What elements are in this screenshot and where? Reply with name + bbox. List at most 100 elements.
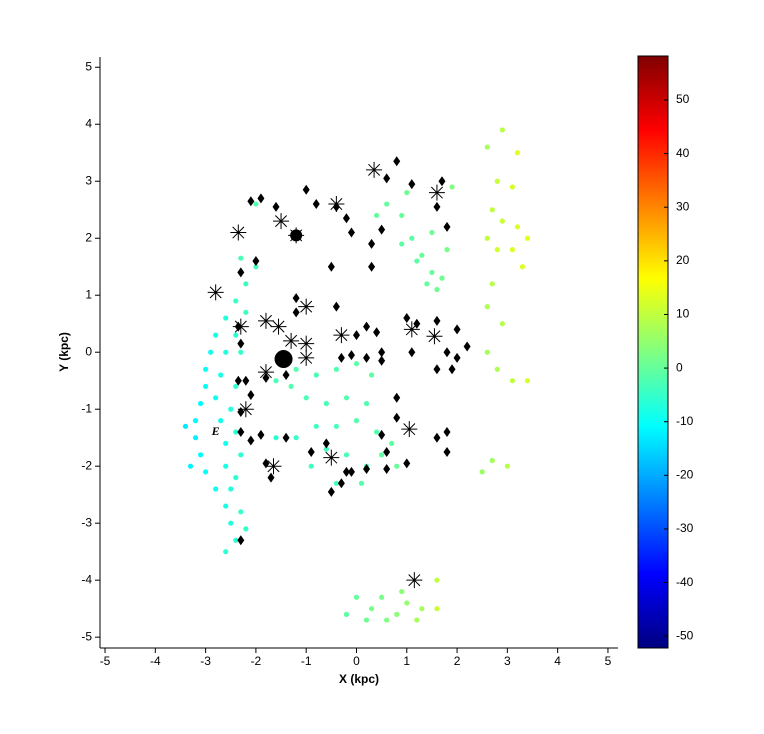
particle — [233, 537, 239, 543]
y-tick-label: -5 — [81, 629, 92, 643]
star-marker — [257, 364, 274, 381]
particle — [182, 423, 189, 429]
particle — [192, 418, 199, 424]
particle — [504, 463, 510, 469]
particle — [238, 509, 244, 515]
particle — [368, 372, 375, 378]
particle — [203, 383, 209, 390]
particle — [323, 446, 329, 452]
star-marker — [257, 312, 274, 329]
star-marker — [207, 284, 224, 301]
particle — [429, 269, 435, 276]
star-marker — [403, 321, 420, 338]
diamond-marker — [342, 466, 350, 477]
circle-marker — [290, 229, 303, 242]
diamond-marker — [433, 315, 441, 326]
particle — [233, 383, 239, 390]
particle — [484, 144, 490, 150]
particle — [479, 469, 485, 475]
particle — [489, 207, 495, 213]
particle — [353, 361, 360, 367]
particle — [439, 275, 445, 281]
diamond-marker — [352, 330, 360, 341]
diamond-marker — [433, 432, 441, 443]
particle — [409, 235, 415, 241]
diamond-marker — [257, 193, 265, 204]
colorbar-tick-label: 20 — [676, 253, 690, 267]
particle — [323, 400, 329, 407]
particle — [223, 315, 229, 321]
particle — [203, 366, 209, 372]
particle — [384, 201, 390, 207]
particle — [434, 606, 440, 612]
diamond-marker — [237, 427, 245, 438]
diamond-marker — [408, 179, 416, 190]
particle — [389, 440, 395, 447]
particle — [404, 600, 410, 606]
diamond-marker — [363, 464, 371, 475]
particle — [343, 395, 350, 401]
diamond-marker — [393, 156, 401, 167]
colorbar-tick-label: 40 — [676, 146, 690, 160]
diamond-marker — [327, 486, 335, 497]
particle — [449, 184, 455, 190]
diamond-marker — [433, 201, 441, 212]
diamond-marker — [393, 392, 401, 403]
diamond-marker — [403, 458, 411, 469]
x-tick-label: -5 — [100, 654, 111, 668]
particle — [524, 235, 531, 241]
y-axis-label: Y (kpc) — [57, 332, 71, 372]
diamond-marker — [237, 267, 245, 278]
particle — [233, 298, 239, 304]
particle — [384, 617, 390, 623]
diamond-marker — [408, 347, 416, 358]
particle — [197, 400, 204, 407]
star-marker — [265, 458, 282, 475]
particle — [253, 264, 259, 270]
colorbar-tick-label: -20 — [676, 468, 694, 482]
particle — [288, 383, 294, 390]
particle — [353, 418, 360, 424]
y-tick-label: 2 — [85, 230, 92, 244]
particle — [379, 452, 385, 458]
diamond-marker — [443, 446, 451, 457]
particle — [374, 429, 380, 435]
y-tick-label: -1 — [81, 401, 92, 415]
particle — [509, 378, 515, 384]
diamond-marker — [363, 352, 371, 363]
particle — [353, 594, 360, 600]
particle — [218, 372, 224, 378]
diamond-marker — [327, 261, 335, 272]
colorbar-tick-label: 30 — [676, 199, 690, 213]
particle — [499, 218, 505, 224]
diamond-marker — [272, 201, 280, 212]
diamond-marker — [322, 438, 330, 449]
particle — [213, 332, 219, 338]
particle — [233, 332, 239, 338]
particle — [213, 395, 219, 401]
star-marker — [323, 449, 340, 466]
diamond-marker — [368, 261, 376, 272]
particle — [429, 229, 435, 236]
diamond-marker — [373, 327, 381, 338]
diamond-marker — [247, 196, 255, 207]
diamond-marker — [443, 221, 451, 232]
particle — [419, 252, 425, 258]
particle — [228, 486, 234, 492]
diamond-marker — [443, 427, 451, 438]
diamond-marker — [337, 478, 345, 489]
y-tick-label: -4 — [81, 572, 92, 586]
diamond-marker — [312, 199, 320, 210]
diamond-marker — [378, 355, 386, 366]
particle — [228, 406, 234, 412]
star-marker — [237, 401, 254, 418]
star-marker — [232, 318, 249, 335]
particle — [444, 247, 450, 253]
x-tick-label: -1 — [301, 654, 312, 668]
particle — [399, 588, 405, 595]
diamond-marker — [234, 375, 242, 386]
particle — [218, 418, 224, 424]
colorbar-tick-label: -40 — [676, 575, 694, 589]
y-tick-label: -3 — [81, 515, 92, 529]
diamond-marker — [292, 307, 300, 318]
